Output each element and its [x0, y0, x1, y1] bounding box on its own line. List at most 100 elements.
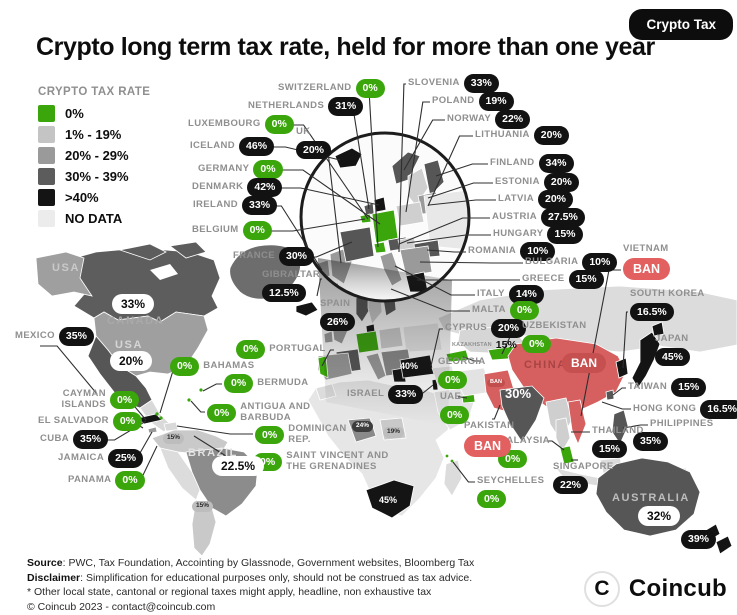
footer-line: Source: PWC, Tax Foundation, Accointing …: [27, 557, 475, 569]
legend-item-1-19: 1% - 19%: [38, 126, 150, 143]
leader-line-estonia: [427, 182, 493, 199]
label-georgia: GEORGIA 0%: [438, 356, 486, 390]
rate-badge: 20%: [533, 126, 569, 145]
rate-badge: 25%: [108, 449, 144, 468]
country-name: LATVIA: [498, 192, 534, 204]
rate-badge: 0%: [477, 489, 507, 509]
label-bahamas: 0% BAHAMAS: [170, 357, 255, 376]
label-30: 30%: [505, 387, 531, 400]
rate-badge: BAN: [464, 434, 512, 458]
country-name: GIBRALTAR: [262, 269, 321, 280]
leader-line-malta: [390, 288, 470, 312]
country-name: ISRAEL: [347, 387, 385, 399]
country-name: DENMARK: [192, 180, 244, 192]
label-el-salvador: EL SALVADOR 0%: [38, 412, 143, 431]
rate-badge: 0%: [440, 405, 470, 425]
legend-label: NO DATA: [65, 211, 123, 226]
country-name: CANADA: [107, 315, 165, 327]
label-netherlands: NETHERLANDS 31%: [248, 97, 364, 116]
label-32: 32%: [638, 506, 681, 526]
rate-badge: 33%: [112, 294, 155, 314]
label-slovenia: SLOVENIA 33%: [408, 74, 499, 93]
rate-badge: 14%: [508, 285, 544, 304]
label-iceland: ICELAND 46%: [190, 137, 275, 156]
leader-line-south-korea: [622, 311, 628, 369]
label-norway: NORWAY 22%: [447, 110, 531, 129]
label-24: 24%: [352, 421, 374, 432]
legend-item-no-data: NO DATA: [38, 210, 150, 227]
rate-badge: 27.5%: [541, 208, 585, 227]
label-australia: AUSTRALIA: [612, 492, 690, 505]
label-seychelles: SEYCHELLES 0%: [477, 475, 544, 509]
label-hungary: HUNGARY 15%: [493, 225, 583, 244]
country-name: SLOVENIA: [408, 76, 460, 88]
leader-line-bulgaria: [419, 261, 523, 264]
country-name: LUXEMBOURG: [188, 117, 261, 129]
rate-badge: 26%: [320, 312, 356, 332]
label-austria: AUSTRIA 27.5%: [492, 208, 585, 227]
label-germany: GERMANY 0%: [198, 160, 283, 179]
country-name: EL SALVADOR: [38, 414, 109, 426]
rate-badge: 15%: [547, 225, 583, 244]
leader-line-mexico: [40, 345, 98, 395]
label-bermuda: 0% BERMUDA: [224, 374, 309, 393]
country-name: HONG KONG: [633, 402, 697, 414]
rate-badge: 33%: [463, 74, 499, 93]
legend-label: 30% - 39%: [65, 169, 129, 184]
label-35: 35%: [633, 432, 669, 451]
label-greece: GREECE 15%: [522, 270, 604, 289]
rate-badge: 20%: [538, 190, 574, 209]
rate-badge: 10%: [582, 253, 618, 272]
country-name: FINLAND: [490, 156, 535, 168]
label-hong-kong: HONG KONG 16.5%: [633, 400, 737, 419]
country-name: ITALY: [477, 287, 505, 299]
country-name: UK: [296, 126, 311, 137]
leader-line-gibraltar: [316, 278, 322, 297]
label-dominican-rep: 0% DOMINICAN REP.: [255, 423, 360, 446]
rate-badge: 40%: [400, 361, 419, 371]
rate-badge: 0%: [224, 374, 254, 393]
legend-swatch: [38, 105, 55, 122]
label-portugal: 0% PORTUGAL: [236, 340, 326, 359]
label-cuba: CUBA 35%: [40, 430, 109, 449]
leader-line-austria: [398, 217, 490, 245]
label-pakistan: PAKISTAN BAN: [464, 420, 514, 458]
country-name: MALTA: [472, 303, 506, 315]
country-name: CUBA: [40, 432, 70, 444]
rate-badge: 20%: [543, 173, 579, 192]
legend-item-30-39: 30% - 39%: [38, 168, 150, 185]
footer-line: © Coincub 2023 - contact@coincub.com: [27, 600, 216, 613]
magnifier-europe: [301, 133, 469, 301]
label-usa: USA: [115, 339, 143, 352]
label-ireland: IRELAND 33%: [193, 196, 278, 215]
leader-line-norway: [403, 119, 445, 171]
legend-swatch: [38, 147, 55, 164]
label-panama: PANAMA 0%: [68, 471, 145, 490]
rate-badge: 46%: [239, 137, 275, 156]
rate-badge: 32%: [638, 506, 681, 526]
leader-line-uae: [458, 396, 468, 399]
label-canada: CANADA: [107, 315, 164, 328]
leader-line-georgia: [462, 356, 480, 362]
rate-badge: 0%: [115, 471, 145, 490]
rate-badge: 15%: [163, 433, 185, 444]
rate-badge: 35%: [73, 430, 109, 449]
label-ban: BAN: [562, 353, 606, 373]
label-latvia: LATVIA 20%: [498, 190, 574, 209]
leader-line-bahamas: [159, 371, 178, 414]
legend-item-0: 0%: [38, 105, 150, 122]
rate-badge: 15%: [192, 501, 214, 512]
rate-badge: 0%: [255, 425, 285, 445]
label-usa: USA: [52, 262, 80, 275]
label-israel: ISRAEL 33%: [347, 385, 424, 404]
leader-line-philippines: [622, 424, 648, 429]
footer-line: Disclaimer: Simplification for education…: [27, 571, 473, 584]
country-name: GREECE: [522, 272, 565, 284]
label-finland: FINLAND 34%: [490, 154, 574, 173]
label-luxembourg: LUXEMBOURG 0%: [188, 115, 294, 134]
country-name: PORTUGAL: [269, 342, 326, 354]
country-name: JAMAICA: [58, 451, 105, 463]
country-name: USA: [115, 339, 144, 351]
leader-line-malaysia: [547, 440, 565, 451]
country-name: UZBEKISTAN: [522, 320, 587, 331]
